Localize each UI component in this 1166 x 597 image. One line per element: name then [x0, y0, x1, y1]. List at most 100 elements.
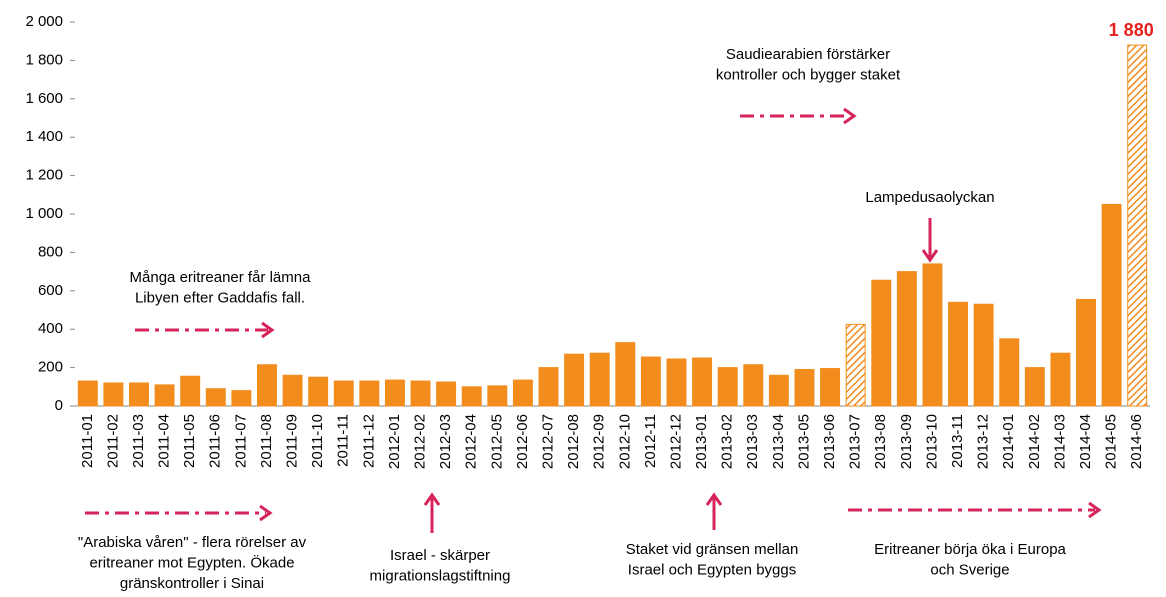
- annotation: "Arabiska våren" - flera rörelser av: [78, 534, 307, 551]
- x-tick-label: 2014-06: [1128, 414, 1145, 469]
- y-tick-label: 1 800: [25, 51, 63, 68]
- y-tick-label: 1 000: [25, 205, 63, 222]
- x-tick-label: 2011-01: [79, 414, 96, 468]
- y-tick-label: 1 200: [25, 167, 63, 184]
- bar: [845, 323, 866, 407]
- annotation: Många eritreaner får lämna: [130, 269, 312, 286]
- bar: [871, 279, 892, 407]
- x-tick-label: 2011-07: [232, 414, 249, 468]
- y-tick-label: 600: [38, 282, 63, 299]
- bar: [512, 379, 533, 407]
- annotation: eritreaner mot Egypten. Ökade: [89, 553, 294, 571]
- bar: [333, 380, 354, 407]
- y-tick-label: 1 600: [25, 90, 63, 107]
- x-tick-label: 2012-05: [488, 414, 505, 469]
- bar: [717, 367, 738, 407]
- y-tick-label: 1 400: [25, 128, 63, 145]
- bar: [308, 376, 329, 407]
- bar: [794, 369, 815, 407]
- x-tick-label: 2013-12: [975, 414, 992, 469]
- x-tick-label: 2011-03: [130, 414, 147, 468]
- bar: [77, 380, 98, 407]
- annotation: och Sverige: [930, 561, 1009, 578]
- y-tick-label: 200: [38, 359, 63, 376]
- annotation: Saudiearabien förstärker: [726, 46, 890, 63]
- x-tick-label: 2012-09: [591, 414, 608, 469]
- x-tick-label: 2011-11: [335, 414, 352, 467]
- x-tick-label: 2011-12: [360, 414, 377, 468]
- y-tick-label: 2 000: [25, 13, 63, 30]
- x-tick-label: 2011-10: [309, 414, 326, 468]
- bar: [948, 301, 969, 407]
- annotation: Lampedusaolyckan: [865, 189, 994, 206]
- bar: [1127, 44, 1148, 407]
- bar: [973, 303, 994, 407]
- x-tick-label: 2013-06: [821, 414, 838, 469]
- annotation: migrationslagstiftning: [370, 567, 511, 584]
- annotation: Libyen efter Gaddafis fall.: [135, 289, 305, 306]
- y-tick-label: 0: [55, 397, 63, 414]
- bar: [1024, 367, 1045, 407]
- x-tick-label: 2011-02: [104, 414, 121, 468]
- y-tick-label: 400: [38, 320, 63, 337]
- bar: [999, 338, 1020, 407]
- x-tick-label: 2011-04: [156, 414, 173, 468]
- x-tick-label: 2012-10: [616, 414, 633, 469]
- bar: [129, 382, 149, 407]
- x-tick-label: 2013-03: [744, 414, 761, 469]
- bar: [640, 356, 661, 407]
- annotation: Staket vid gränsen mellan: [626, 541, 799, 558]
- annotation: Eritreaner börja öka i Europa: [874, 541, 1066, 558]
- annotation: gränskontroller i Sinai: [120, 575, 264, 592]
- x-tick-label: 2014-01: [1000, 414, 1017, 469]
- bar: [103, 382, 124, 407]
- x-tick-label: 2011-09: [284, 414, 301, 468]
- bar: [1050, 352, 1071, 407]
- bar: [410, 380, 431, 407]
- x-tick-label: 2012-04: [463, 414, 480, 469]
- x-tick-label: 2014-04: [1077, 414, 1094, 469]
- arrows: [85, 107, 1102, 533]
- bar: [461, 386, 482, 407]
- x-tick-label: 2012-12: [667, 414, 684, 469]
- x-tick-label: 2012-01: [386, 414, 403, 469]
- x-tick-label: 2012-07: [539, 414, 556, 469]
- bar: [896, 271, 917, 407]
- bar: [820, 368, 841, 407]
- x-tick-label: 2011-08: [258, 414, 275, 468]
- x-tick-label: 2014-02: [1026, 414, 1043, 469]
- x-tick-label: 2012-03: [437, 414, 454, 469]
- bar: [384, 379, 405, 407]
- bar: [922, 263, 943, 407]
- bar: [256, 364, 277, 407]
- y-tick-label: 800: [38, 243, 63, 260]
- x-tick-label: 2012-11: [642, 414, 659, 468]
- x-tick-label: 2013-09: [898, 414, 915, 469]
- x-tick-label: 2011-06: [207, 414, 224, 468]
- bar: [154, 384, 175, 407]
- x-tick-label: 2014-05: [1103, 414, 1120, 469]
- x-tick-label: 2013-05: [795, 414, 812, 469]
- bar: [743, 364, 764, 407]
- x-tick-label: 2013-11: [949, 414, 966, 468]
- data-label: 1 880: [1109, 20, 1154, 40]
- bar: [205, 388, 226, 407]
- x-tick-label: 2011-05: [181, 414, 198, 468]
- bar: [282, 374, 303, 407]
- annotation: Israel - skärper: [390, 547, 490, 564]
- x-tick-label: 2013-01: [693, 414, 710, 469]
- x-tick-label: 2013-10: [923, 414, 940, 469]
- x-tick-label: 2012-02: [412, 414, 429, 469]
- bar: [589, 352, 610, 407]
- bar: [1101, 203, 1122, 407]
- bar: [615, 342, 636, 407]
- bar: [538, 367, 559, 407]
- bar: [768, 374, 789, 407]
- bar: [666, 358, 687, 407]
- annotation: Israel och Egypten byggs: [628, 561, 796, 578]
- bar: [180, 375, 201, 407]
- x-tick-label: 2013-08: [872, 414, 889, 469]
- annotation: kontroller och bygger staket: [716, 66, 901, 83]
- bar: [564, 353, 585, 407]
